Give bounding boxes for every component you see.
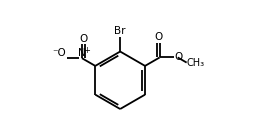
Text: O: O	[154, 32, 163, 42]
Text: O: O	[175, 52, 183, 62]
Text: ⁻O: ⁻O	[53, 48, 67, 58]
Text: +: +	[83, 46, 90, 55]
Text: O: O	[79, 34, 87, 44]
Text: N: N	[78, 48, 86, 58]
Text: Br: Br	[114, 26, 126, 36]
Text: CH₃: CH₃	[187, 58, 205, 68]
